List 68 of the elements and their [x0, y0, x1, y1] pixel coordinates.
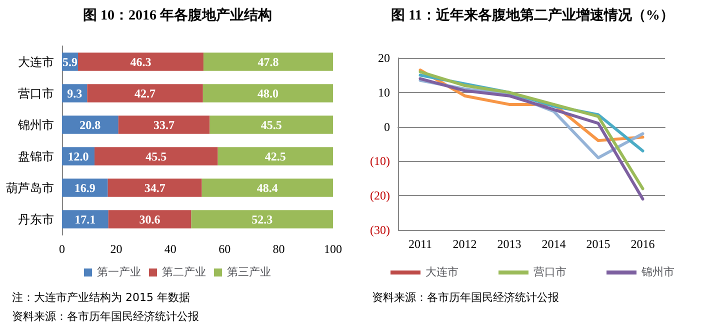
y-tick-label: 10: [378, 85, 390, 100]
bar: [62, 178, 108, 197]
data-label: 34.7: [144, 180, 166, 195]
text: 资料来源：各市历年国民经济统计公报: [12, 309, 199, 325]
bar: [108, 178, 202, 197]
data-label: 33.7: [154, 118, 175, 132]
data-label: 9.3: [67, 86, 82, 100]
y-tick-label: 盘锦市: [18, 149, 54, 164]
data-label: 45.5: [146, 149, 167, 164]
bar: [203, 52, 333, 71]
bar: [94, 147, 218, 166]
data-label: 46.3: [130, 54, 152, 69]
x-tick-label: 2011: [408, 237, 432, 251]
legend-label: 第二产业: [162, 266, 206, 278]
y-tick-label: (10): [370, 154, 390, 168]
bar: [191, 210, 333, 228]
data-label: 48.4: [256, 180, 278, 195]
legend-label: 第一产业: [97, 266, 141, 278]
bar: [210, 116, 333, 134]
x-tick-label: 2012: [452, 237, 477, 251]
bar: [118, 116, 210, 134]
data-label: 45.5: [260, 118, 282, 132]
bar: [202, 84, 333, 102]
data-label: 5.9: [62, 54, 78, 69]
y-tick-label: 丹东市: [18, 212, 54, 226]
y-tick-label: 锦州市: [17, 118, 54, 132]
y-tick-label: (20): [370, 188, 390, 203]
data-label: 42.5: [264, 149, 286, 164]
data-label: 47.8: [258, 54, 279, 69]
chart-title: 图 10：2016 年各腹地产业结构: [83, 6, 272, 24]
text: 资料来源：各市历年国民经济统计公报: [372, 290, 559, 306]
x-tick-label: 2016: [630, 237, 655, 251]
chart-title: 图 11：近年来各腹地第二产业增速情况（%）: [391, 6, 674, 24]
y-tick-label: 0: [384, 120, 390, 134]
bar: [202, 178, 333, 197]
data-label: 48.0: [257, 86, 278, 100]
x-tick-label: 60: [218, 242, 231, 256]
bar: [218, 147, 333, 166]
y-tick-label: 大连市: [18, 54, 54, 69]
data-label: 16.9: [74, 180, 96, 195]
x-tick-label: 20: [110, 242, 122, 256]
legend-label: 大连市: [426, 266, 458, 278]
data-label: 12.0: [68, 149, 89, 164]
x-tick-label: 2013: [497, 237, 522, 251]
data-label: 30.6: [139, 212, 160, 226]
x-tick-label: 80: [272, 242, 285, 256]
data-label: 20.8: [80, 118, 101, 132]
x-tick-label: 0: [59, 242, 65, 256]
x-tick-label: 40: [164, 242, 176, 256]
bar: [78, 52, 204, 71]
data-label: 52.3: [252, 212, 273, 226]
legend-label: 第三产业: [227, 266, 271, 278]
y-tick-label: (30): [370, 223, 390, 237]
data-label: 42.7: [134, 86, 156, 100]
x-tick-label: 2014: [542, 237, 566, 251]
bar: [87, 84, 203, 102]
x-tick-label: 2015: [586, 237, 610, 251]
bar: [62, 116, 118, 134]
text: 注：大连市产业结构为 2015 年数据: [12, 290, 191, 306]
legend-label: 锦州市: [640, 266, 674, 278]
y-tick-label: 葫芦岛市: [6, 180, 54, 195]
data-label: 17.1: [74, 212, 96, 226]
bar: [62, 210, 108, 228]
legend-label: 营口市: [534, 266, 566, 278]
y-tick-label: 营口市: [18, 86, 54, 100]
x-tick-label: 100: [324, 242, 342, 256]
bar: [108, 210, 192, 228]
y-tick-label: 20: [378, 51, 390, 65]
